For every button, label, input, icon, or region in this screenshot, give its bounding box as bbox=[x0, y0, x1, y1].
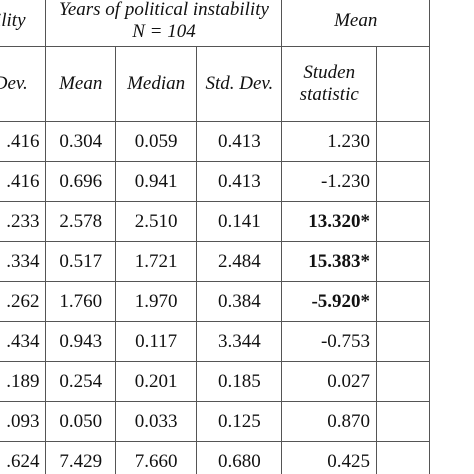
median-cell: 0.201 bbox=[114, 361, 198, 402]
std-dev-header: Std. Dev. bbox=[196, 46, 283, 122]
truncated-cell bbox=[376, 321, 430, 362]
student-statistic-cell: 0.027 bbox=[281, 361, 378, 402]
std-dev-cell: 0.413 bbox=[196, 121, 283, 162]
median-cell: 7.660 bbox=[114, 441, 198, 474]
stability-std-dev-header: d. Dev. bbox=[0, 46, 47, 122]
stability-std-dev-cell: .189 bbox=[0, 361, 47, 402]
student-statistic-cell: 13.320* bbox=[281, 201, 378, 242]
stability-std-dev-cell: .434 bbox=[0, 321, 47, 362]
mean-cell: 1.760 bbox=[45, 281, 116, 322]
table-header: ability Years of political instability N… bbox=[0, 0, 430, 122]
median-cell: 1.721 bbox=[114, 241, 198, 282]
std-dev-cell: 0.185 bbox=[196, 361, 283, 402]
mean-cell: 0.050 bbox=[45, 401, 116, 442]
stability-std-dev-cell: .334 bbox=[0, 241, 47, 282]
mean-cell: 7.429 bbox=[45, 441, 116, 474]
mean-cell: 0.254 bbox=[45, 361, 116, 402]
table-row: .416 0.304 0.059 0.413 1.230 bbox=[0, 121, 430, 162]
truncated-cell bbox=[376, 201, 430, 242]
statistics-table: ability Years of political instability N… bbox=[0, 0, 430, 474]
median-cell: 0.059 bbox=[114, 121, 198, 162]
std-dev-cell: 0.680 bbox=[196, 441, 283, 474]
table-row: .334 0.517 1.721 2.484 15.383* bbox=[0, 241, 430, 282]
group-header-row: ability Years of political instability N… bbox=[0, 0, 430, 47]
student-statistic-cell: -1.230 bbox=[281, 161, 378, 202]
table-body: .416 0.304 0.059 0.413 1.230.416 0.696 0.941 0.… bbox=[0, 121, 430, 474]
instability-group-count: N = 104 bbox=[132, 21, 196, 42]
student-header-line1: Studen bbox=[303, 62, 356, 83]
table-row: .233 2.578 2.510 0.141 13.320* bbox=[0, 201, 430, 242]
table-row: .262 1.760 1.970 0.384 -5.920* bbox=[0, 281, 430, 322]
instability-group-header: Years of political instability N = 104 bbox=[45, 0, 283, 47]
stability-std-dev-cell: .416 bbox=[0, 161, 47, 202]
mean-cell: 0.304 bbox=[45, 121, 116, 162]
stability-std-dev-cell: .233 bbox=[0, 201, 47, 242]
mean-cell: 0.943 bbox=[45, 321, 116, 362]
stability-std-dev-cell: .262 bbox=[0, 281, 47, 322]
truncated-column-header bbox=[376, 46, 430, 122]
instability-group-title: Years of political instability bbox=[59, 0, 269, 20]
student-header-line2: statistic bbox=[299, 84, 359, 105]
student-statistic-header: Studen statistic bbox=[281, 46, 378, 122]
truncated-cell bbox=[376, 161, 430, 202]
std-dev-cell: 3.344 bbox=[196, 321, 283, 362]
mean-cell: 0.696 bbox=[45, 161, 116, 202]
std-dev-cell: 0.141 bbox=[196, 201, 283, 242]
truncated-cell bbox=[376, 401, 430, 442]
median-cell: 0.117 bbox=[114, 321, 198, 362]
table-row: .189 0.254 0.201 0.185 0.027 bbox=[0, 361, 430, 402]
std-dev-cell: 0.384 bbox=[196, 281, 283, 322]
stability-std-dev-cell: .416 bbox=[0, 121, 47, 162]
stability-std-dev-cell: .624 bbox=[0, 441, 47, 474]
student-statistic-cell: -0.753 bbox=[281, 321, 378, 362]
stability-group-header: ability bbox=[0, 0, 47, 47]
stability-std-dev-cell: .093 bbox=[0, 401, 47, 442]
table-row: .416 0.696 0.941 0.413 -1.230 bbox=[0, 161, 430, 202]
table-row: .624 7.429 7.660 0.680 0.425 bbox=[0, 441, 430, 474]
median-cell: 1.970 bbox=[114, 281, 198, 322]
truncated-cell bbox=[376, 361, 430, 402]
mean-cell: 2.578 bbox=[45, 201, 116, 242]
student-statistic-cell: 0.425 bbox=[281, 441, 378, 474]
student-statistic-cell: -5.920* bbox=[281, 281, 378, 322]
mean-test-group-header: Mean bbox=[281, 0, 430, 47]
median-cell: 0.033 bbox=[114, 401, 198, 442]
median-cell: 2.510 bbox=[114, 201, 198, 242]
table-row: .434 0.943 0.117 3.344 -0.753 bbox=[0, 321, 430, 362]
median-header: Median bbox=[114, 46, 198, 122]
truncated-cell bbox=[376, 441, 430, 474]
truncated-cell bbox=[376, 121, 430, 162]
sub-header-row: d. Dev. Mean Median Std. Dev. Studen sta… bbox=[0, 46, 430, 122]
std-dev-cell: 0.125 bbox=[196, 401, 283, 442]
table-row: .093 0.050 0.033 0.125 0.870 bbox=[0, 401, 430, 442]
median-cell: 0.941 bbox=[114, 161, 198, 202]
student-statistic-cell: 1.230 bbox=[281, 121, 378, 162]
std-dev-cell: 0.413 bbox=[196, 161, 283, 202]
mean-cell: 0.517 bbox=[45, 241, 116, 282]
truncated-cell bbox=[376, 281, 430, 322]
truncated-cell bbox=[376, 241, 430, 282]
student-statistic-cell: 0.870 bbox=[281, 401, 378, 442]
std-dev-cell: 2.484 bbox=[196, 241, 283, 282]
student-statistic-cell: 15.383* bbox=[281, 241, 378, 282]
mean-header: Mean bbox=[45, 46, 116, 122]
